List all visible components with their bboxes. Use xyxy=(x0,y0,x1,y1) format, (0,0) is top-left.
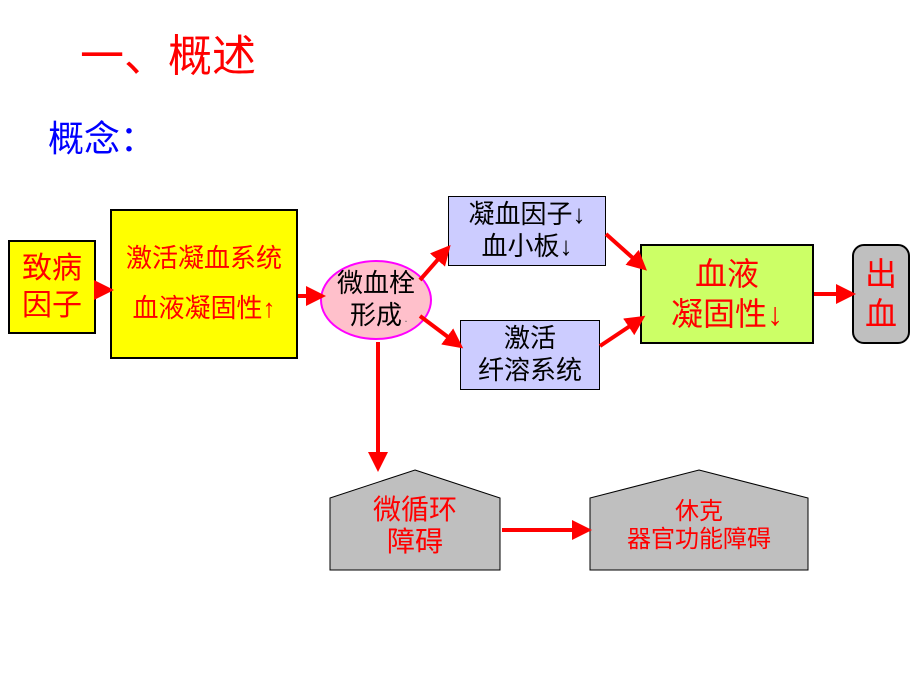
node-fibrinolysis: 激活纤溶系统 xyxy=(460,320,600,390)
slide-marker: · xyxy=(404,314,408,329)
arrow-4 xyxy=(606,234,644,268)
node-microthrombus: 微血栓形成 xyxy=(320,260,432,340)
subtitle: 概念： xyxy=(48,110,156,162)
node-coagFactor: 凝血因子↓血小板↓ xyxy=(448,196,606,266)
node-activate: 激活凝血系统血液凝固性↑ xyxy=(110,209,298,359)
arrow-2 xyxy=(420,248,448,280)
arrow-3 xyxy=(420,316,460,346)
page-title: 一、概述 xyxy=(80,20,256,84)
node-bleeding: 出血 xyxy=(852,244,910,344)
node-bloodCoag: 血液凝固性↓ xyxy=(640,244,814,344)
node-microcirc: 微循环障碍 xyxy=(330,484,500,570)
node-pathogenic: 致病因子 xyxy=(8,240,96,334)
node-shock: 休克器官功能障碍 xyxy=(590,484,808,570)
arrow-5 xyxy=(600,318,642,346)
